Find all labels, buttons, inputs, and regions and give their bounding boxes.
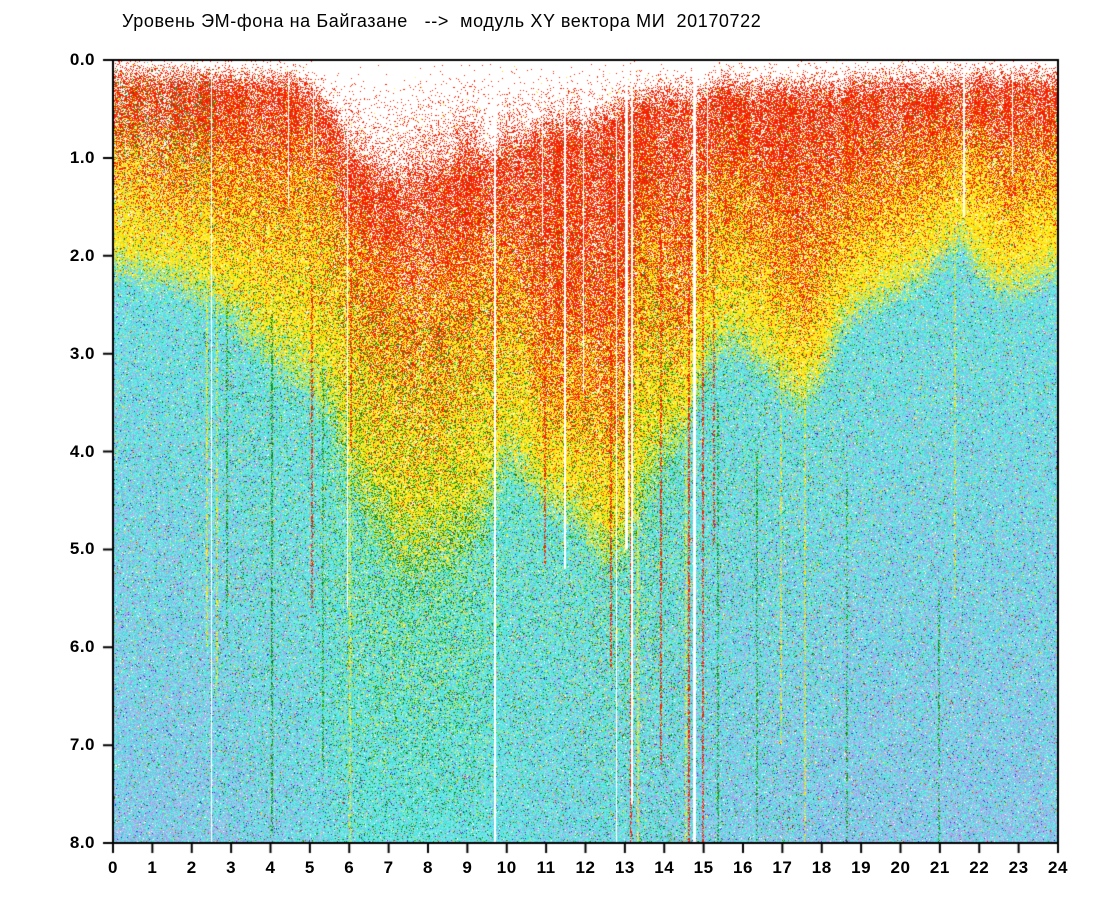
- x-tick-label: 12: [575, 858, 596, 877]
- y-tick-label: 2.0: [69, 245, 95, 265]
- x-tick-label: 17: [772, 858, 793, 877]
- x-tick-label: 0: [108, 858, 118, 877]
- y-tick-label: 8.0: [69, 833, 95, 852]
- y-tick-label: 0.0: [69, 50, 95, 69]
- x-tick-label: 21: [929, 858, 950, 877]
- x-tick-label: 11: [536, 858, 556, 877]
- y-tick-label: 4.0: [69, 441, 95, 461]
- x-tick-label: 13: [614, 858, 635, 877]
- x-tick-label: 20: [890, 858, 911, 877]
- x-tick-label: 7: [383, 858, 394, 877]
- x-tick-label: 2: [186, 858, 197, 877]
- y-tick-label: 5.0: [69, 539, 95, 559]
- x-tick-label: 24: [1048, 858, 1068, 877]
- x-tick-label: 3: [226, 858, 237, 877]
- x-tick-label: 19: [851, 858, 872, 877]
- y-tick-label: 1.0: [69, 147, 95, 167]
- x-tick-label: 4: [265, 858, 276, 877]
- x-tick-label: 6: [344, 858, 355, 877]
- x-tick-label: 14: [654, 858, 675, 877]
- x-tick-label: 23: [1008, 858, 1029, 877]
- x-tick-label: 15: [693, 858, 714, 877]
- x-tick-label: 18: [811, 858, 832, 877]
- x-tick-label: 8: [423, 858, 433, 877]
- x-tick-label: 16: [733, 858, 753, 877]
- y-tick-label: 6.0: [69, 637, 95, 657]
- x-tick-label: 10: [496, 858, 517, 877]
- x-tick-label: 5: [304, 858, 315, 877]
- y-tick-label: 3.0: [69, 343, 95, 363]
- x-tick-label: 22: [969, 858, 990, 877]
- y-tick-label: 7.0: [69, 735, 95, 755]
- x-tick-label: 9: [462, 858, 473, 877]
- x-tick-label: 1: [147, 858, 158, 877]
